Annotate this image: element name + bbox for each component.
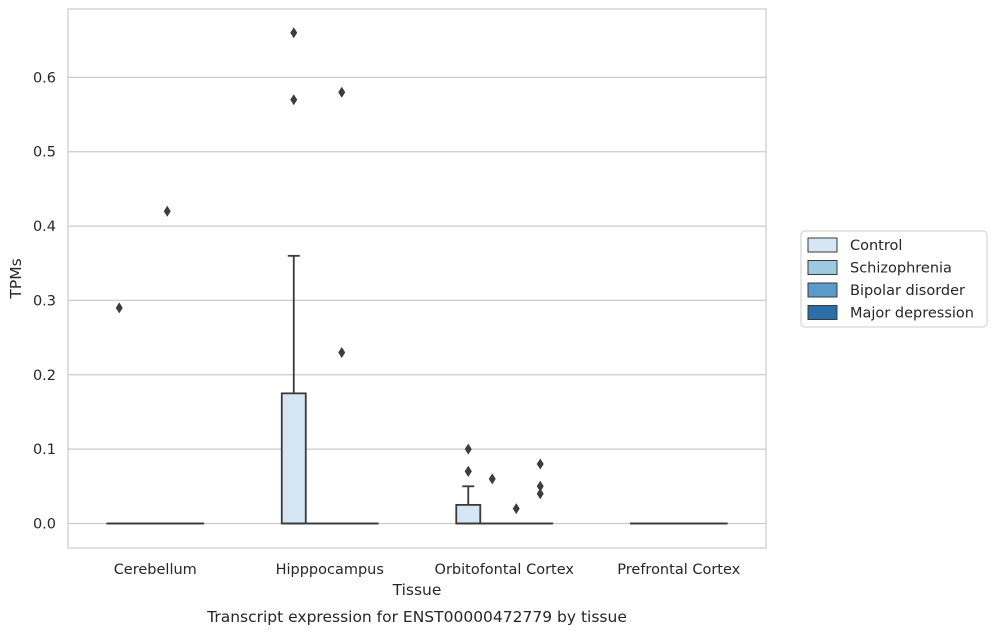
outlier-point	[488, 473, 496, 485]
legend-item: Control	[807, 237, 902, 254]
outlier-point	[338, 86, 346, 98]
outlier-point	[290, 94, 298, 106]
legend-swatch	[807, 305, 838, 320]
outlier-point	[512, 503, 520, 515]
legend-label: Schizophrenia	[850, 261, 952, 277]
x-tick-label: Hipppocampus	[276, 562, 384, 578]
box-control	[455, 485, 482, 525]
x-tick-label: Orbitofontal Cortex	[435, 562, 575, 578]
box-body	[280, 392, 307, 525]
box-control	[280, 254, 307, 525]
x-tick-label: Prefrontal Cortex	[617, 562, 740, 578]
x-tick-label: Cerebellum	[114, 562, 197, 578]
legend-swatch	[807, 282, 838, 298]
plot-frame	[67, 8, 767, 549]
outlier-point	[536, 488, 544, 500]
y-tick-label: 0.5	[33, 145, 56, 161]
outlier-point	[464, 465, 472, 477]
legend-frame	[800, 230, 988, 328]
box-body	[455, 503, 482, 525]
gridlines	[68, 76, 766, 525]
legend-item: Bipolar disorder	[807, 282, 965, 299]
legend-label: Control	[850, 238, 902, 254]
x-axis-label: Tissue	[392, 581, 442, 599]
y-tick-label: 0.6	[33, 70, 56, 86]
legend-label: Major depression	[850, 306, 974, 322]
chart-title: Transcript expression for ENST0000047277…	[206, 608, 627, 626]
outlier-point	[338, 346, 346, 358]
legend-label: Bipolar disorder	[850, 283, 965, 299]
outliers-layer	[115, 27, 544, 515]
y-tick-label: 0.2	[33, 368, 56, 384]
legend: Control Schizophrenia Bipolar disorder Majo…	[800, 230, 988, 328]
y-tick-label: 0.1	[33, 442, 56, 458]
outlier-point	[464, 443, 472, 455]
y-tick-label: 0.3	[33, 293, 56, 309]
outlier-point	[163, 205, 171, 217]
x-tick-labels: Cerebellum Hipppocampus Orbitofontal Corte…	[114, 562, 741, 578]
y-tick-label: 0.4	[33, 219, 56, 235]
y-tick-label: 0.0	[33, 516, 56, 532]
outlier-point	[115, 302, 123, 314]
outlier-point	[536, 480, 544, 492]
y-axis-label: TPMs	[7, 258, 25, 299]
y-tick-labels: 0.0 0.1 0.2 0.3 0.4 0.5 0.6	[33, 70, 56, 532]
legend-swatch	[807, 260, 838, 275]
legend-item: Schizophrenia	[807, 260, 952, 277]
legend-item: Major depression	[807, 305, 974, 322]
outlier-point	[536, 458, 544, 470]
boxes-layer	[106, 254, 728, 525]
outlier-point	[290, 27, 298, 39]
legend-swatch	[807, 237, 838, 253]
